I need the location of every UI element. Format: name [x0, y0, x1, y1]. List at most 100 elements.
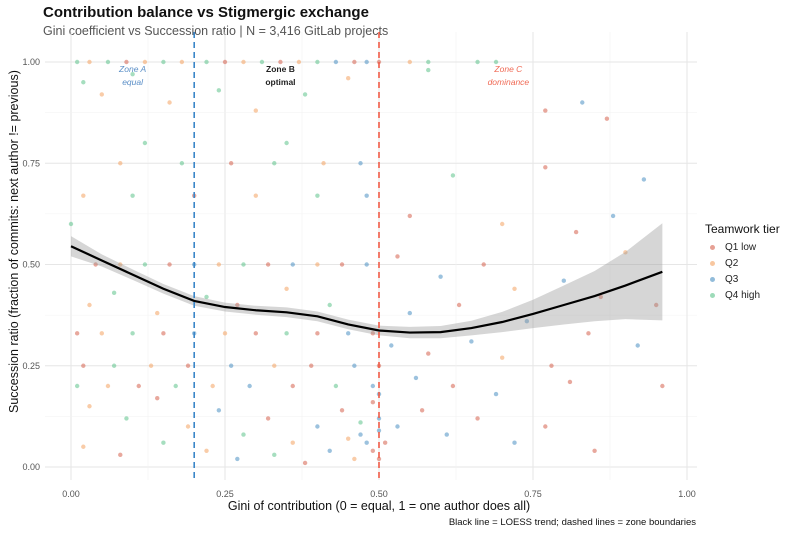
data-point	[284, 286, 289, 291]
data-point	[444, 432, 449, 437]
data-point	[543, 108, 548, 113]
data-point	[321, 161, 326, 166]
legend-dot	[710, 260, 715, 266]
data-point	[475, 416, 480, 421]
data-point	[216, 262, 222, 267]
data-point	[352, 59, 357, 65]
x-tick-label: 0.25	[216, 489, 234, 499]
data-point	[99, 92, 105, 97]
data-point	[235, 302, 240, 308]
data-point	[118, 161, 123, 166]
data-point	[573, 229, 579, 235]
data-point	[179, 59, 185, 65]
data-point	[561, 278, 566, 283]
data-point	[228, 363, 234, 368]
data-point	[173, 383, 178, 389]
data-point	[493, 391, 499, 397]
data-point	[315, 331, 320, 336]
data-point	[241, 432, 246, 437]
data-point	[111, 290, 117, 296]
data-point	[118, 452, 123, 458]
legend-item-q3: Q3	[710, 274, 738, 285]
data-point	[302, 460, 308, 466]
data-point	[142, 262, 148, 267]
data-point	[469, 339, 474, 344]
data-point	[235, 456, 240, 462]
data-point	[130, 193, 135, 198]
legend-label: Q3	[725, 274, 739, 285]
caption: Black line = LOESS trend; dashed lines =…	[448, 517, 696, 528]
data-point	[426, 67, 431, 73]
legend-item-q1: Q1 low	[710, 242, 756, 253]
x-tick-label: 1.00	[678, 489, 696, 499]
data-point	[315, 262, 320, 267]
data-point	[185, 363, 191, 368]
data-point	[395, 254, 400, 259]
data-point	[253, 331, 258, 336]
data-point	[290, 440, 295, 445]
data-point	[74, 331, 80, 336]
data-point	[660, 383, 665, 389]
data-point	[155, 395, 160, 401]
data-point	[228, 161, 234, 166]
data-point	[241, 262, 246, 267]
legend-dot	[710, 244, 715, 250]
data-point	[524, 319, 530, 324]
x-tick-label: 0.50	[370, 489, 388, 499]
legend-dot	[710, 292, 715, 298]
legend-item-q2: Q2	[710, 258, 738, 269]
data-point	[124, 59, 129, 65]
data-point	[265, 416, 271, 421]
data-point	[339, 262, 345, 267]
data-point	[130, 331, 135, 336]
data-point	[167, 262, 172, 267]
data-point	[635, 343, 640, 348]
data-point	[284, 140, 289, 146]
y-tick-label: 0.75	[22, 158, 40, 168]
data-point	[426, 59, 431, 65]
data-point	[302, 92, 308, 97]
legend-label: Q2	[725, 258, 739, 269]
data-point	[185, 424, 191, 429]
data-point	[111, 363, 117, 368]
y-tick-label: 0.25	[22, 361, 40, 371]
data-point	[81, 363, 86, 368]
data-point	[610, 213, 616, 219]
data-point	[389, 343, 394, 348]
data-point	[222, 331, 228, 336]
data-point	[475, 59, 480, 65]
data-point	[419, 408, 425, 413]
data-point	[204, 59, 209, 65]
data-point	[364, 262, 369, 267]
data-point	[407, 213, 412, 219]
data-point	[118, 262, 123, 267]
data-point	[327, 302, 332, 308]
legend-item-q4: Q4 high	[710, 290, 760, 301]
data-point	[352, 456, 357, 462]
data-point	[376, 456, 382, 462]
data-point	[216, 408, 222, 413]
data-point	[450, 383, 456, 389]
data-point	[592, 448, 597, 453]
data-point	[204, 294, 209, 300]
data-point	[87, 59, 92, 65]
data-point	[438, 274, 443, 279]
loess-trend-line	[70, 245, 663, 334]
data-point	[315, 193, 320, 198]
y-tick-label: 0.50	[22, 260, 40, 270]
data-point	[204, 448, 209, 453]
data-point	[167, 100, 172, 105]
data-point	[265, 262, 271, 267]
data-point	[155, 310, 160, 316]
data-point	[370, 383, 376, 389]
data-point	[315, 59, 320, 65]
data-point	[364, 59, 369, 65]
data-point	[315, 424, 320, 429]
data-point	[222, 59, 228, 65]
data-point	[327, 448, 332, 453]
data-point	[481, 262, 486, 267]
data-point	[124, 416, 129, 421]
data-point	[370, 400, 376, 405]
data-point	[142, 59, 148, 65]
y-axis-label: Succession ratio (fraction of commits: n…	[7, 70, 21, 413]
